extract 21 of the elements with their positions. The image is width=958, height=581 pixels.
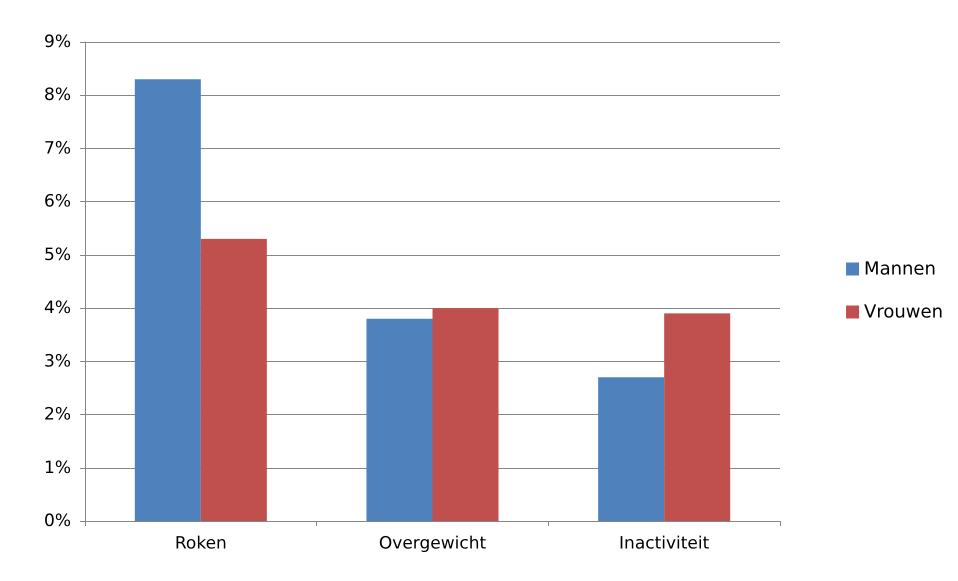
x-tick-label: Roken [174,534,227,554]
legend-label: Vrouwen [864,302,944,322]
y-tick-label: 6% [44,192,71,212]
bar [664,313,730,521]
bar [134,79,201,521]
bar [432,308,499,521]
bar [598,377,664,521]
y-tick-label: 3% [44,351,71,372]
y-tick-label: 5% [44,244,71,265]
y-tick-label: 4% [44,298,71,318]
legend-label: Mannen [864,258,936,280]
x-tick-label: Inactiviteit [619,534,710,554]
y-tick-label: 8% [44,85,71,106]
bar [366,318,432,521]
y-tick-label: 2% [44,404,71,425]
y-tick-label: 9% [44,32,71,52]
bar [200,238,267,521]
y-tick-label: 0% [44,511,71,531]
y-tick-label: 7% [44,138,71,158]
y-tick-label: 1% [44,458,71,478]
x-tick-label: Overgewicht [378,534,486,554]
